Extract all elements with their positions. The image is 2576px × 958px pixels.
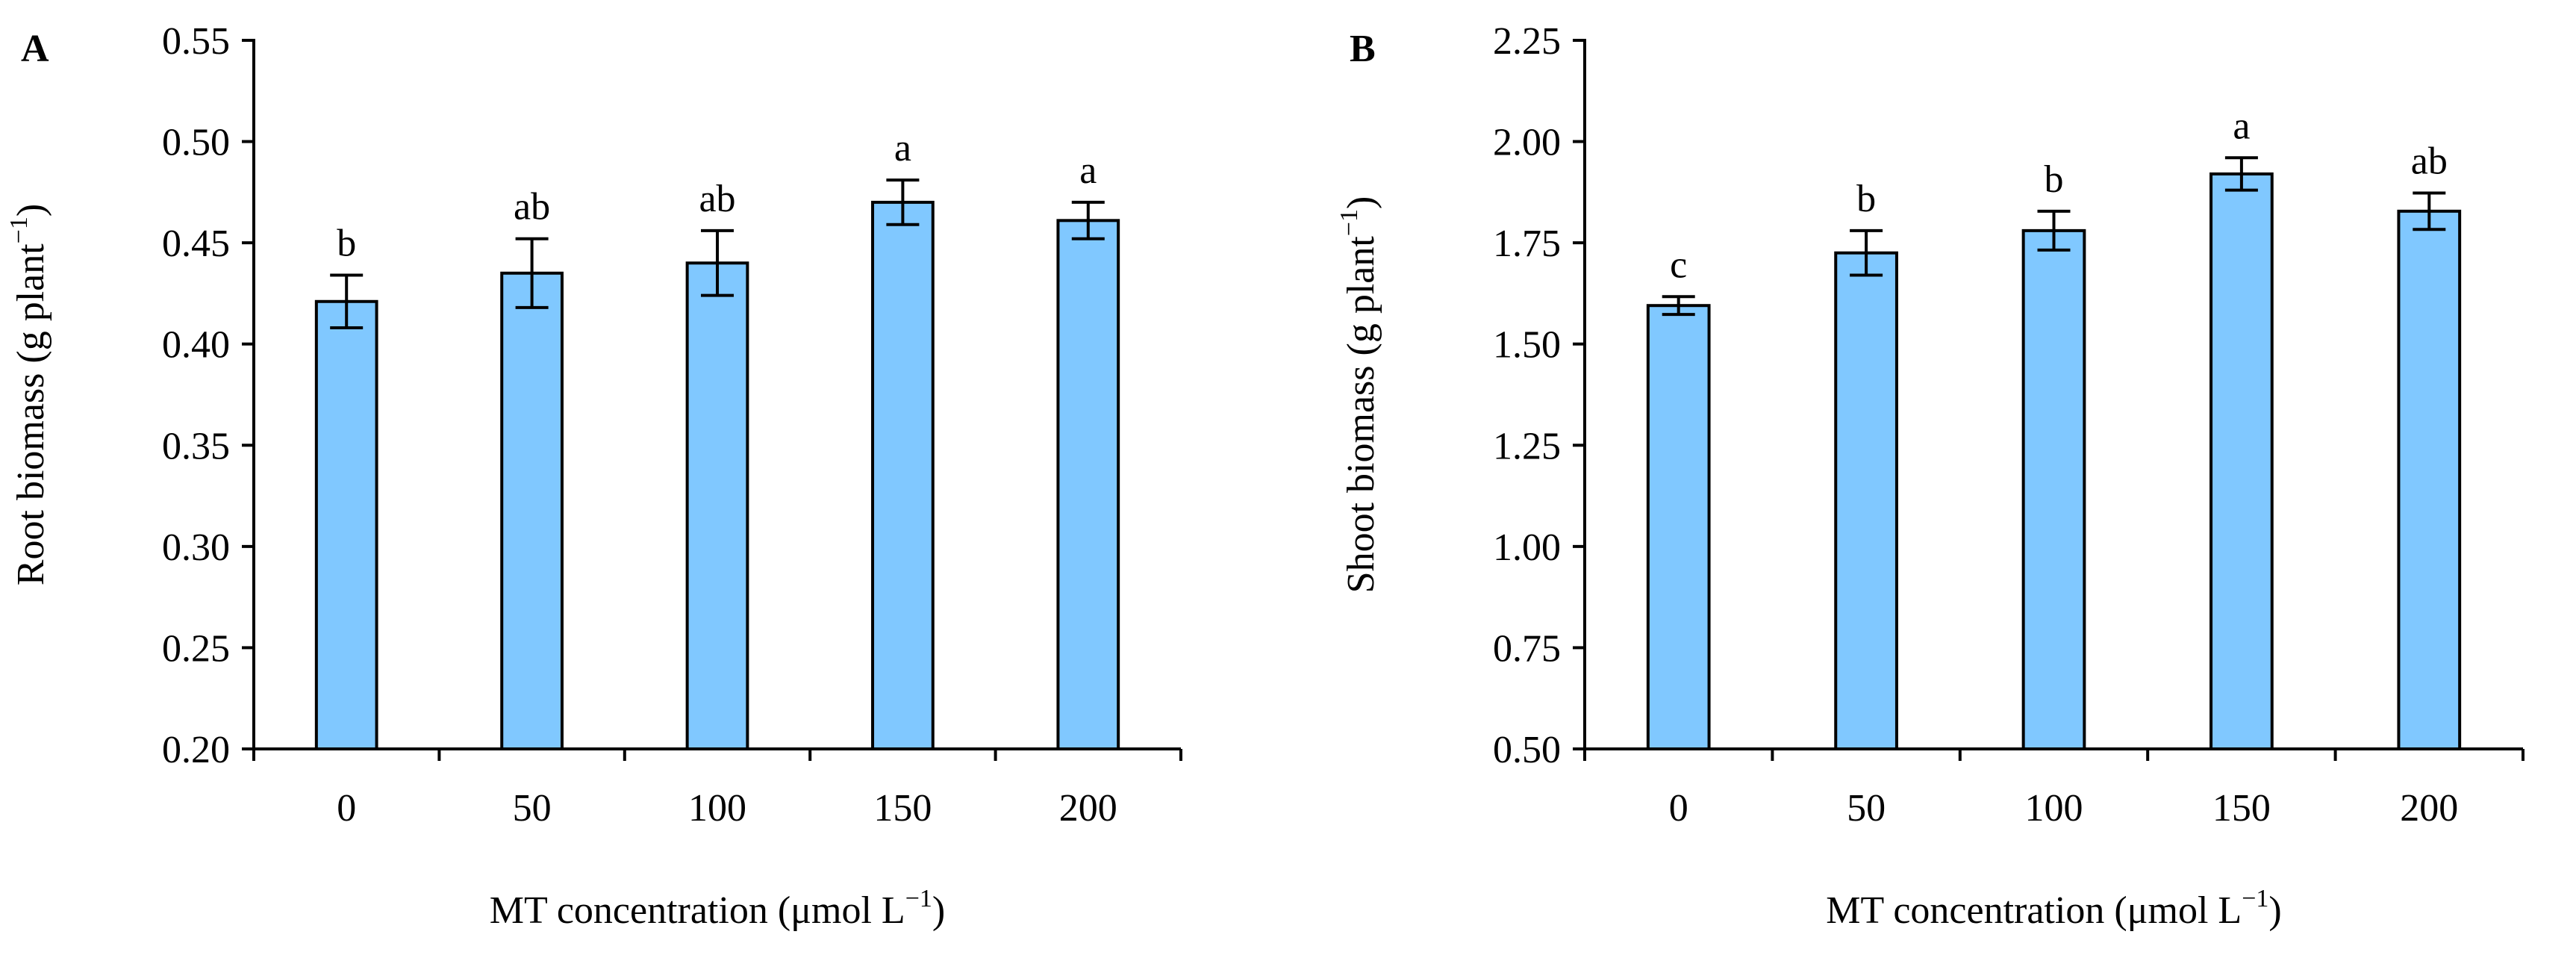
panel-label: B [1350,28,1376,70]
bar [871,200,935,750]
x-tick-label: 100 [2025,787,2083,830]
bar [2209,172,2274,750]
y-tick-label: 0.30 [162,526,230,569]
significance-letter: b [337,223,356,265]
bar [1834,251,1898,750]
x-tick-label: 50 [513,787,552,830]
y-axis-title: Root biomass (g plant−1) [5,204,52,585]
y-tick-label: 1.00 [1493,526,1561,569]
y-tick-label: 0.25 [162,627,230,670]
significance-letter: b [2045,158,2064,201]
x-tick-label: 150 [2212,787,2271,830]
bar [1646,304,1711,750]
bar [1056,219,1120,750]
y-tick-label: 0.50 [1493,729,1561,771]
y-tick-label: 0.20 [162,729,230,771]
panel-a: 0.20 0.25 0.30 0.35 0.40 0.45 0.50 0.55 b 0 ab 50 ab… [5,20,1182,932]
significance-letter: c [1670,243,1687,286]
x-tick-label: 0 [1669,787,1688,830]
x-tick-label: 100 [688,787,746,830]
x-tick-label: 150 [873,787,932,830]
y-tick-label: 2.25 [1493,20,1561,63]
significance-letter: ab [514,186,550,228]
bar [500,271,564,751]
y-tick-label: 0.50 [162,122,230,164]
y-tick-label: 0.40 [162,324,230,367]
y-tick-label: 2.00 [1493,122,1561,164]
y-tick-label: 0.55 [162,20,230,63]
y-tick-label: 1.50 [1493,324,1561,367]
significance-letter: a [894,127,911,169]
panel-b: 0.50 0.75 1.00 1.25 1.50 1.75 2.00 2.25 c 0 b 50 b 10… [1335,20,2524,932]
bar [2021,228,2086,751]
y-tick-label: 1.25 [1493,425,1561,467]
panel-label: A [21,28,49,70]
y-tick-label: 1.75 [1493,223,1561,265]
bar [314,299,378,750]
x-tick-label: 0 [337,787,356,830]
x-axis-title: MT concentration (μmol L−1) [1826,885,2281,932]
significance-letter: b [1856,178,1876,220]
x-tick-label: 50 [1847,787,1886,830]
y-tick-label: 0.35 [162,425,230,467]
x-tick-label: 200 [1059,787,1117,830]
significance-letter: ab [2411,140,2448,182]
significance-letter: ab [699,178,735,220]
significance-letter: a [2233,105,2250,147]
y-tick-label: 0.45 [162,223,230,265]
x-tick-label: 200 [2400,787,2458,830]
bar [685,261,749,750]
y-axis-title: Shoot biomass (g plant−1) [1335,196,1382,594]
y-tick-label: 0.75 [1493,627,1561,670]
significance-letter: a [1079,149,1097,192]
bar [2397,209,2462,751]
x-axis-title: MT concentration (μmol L−1) [490,885,945,932]
